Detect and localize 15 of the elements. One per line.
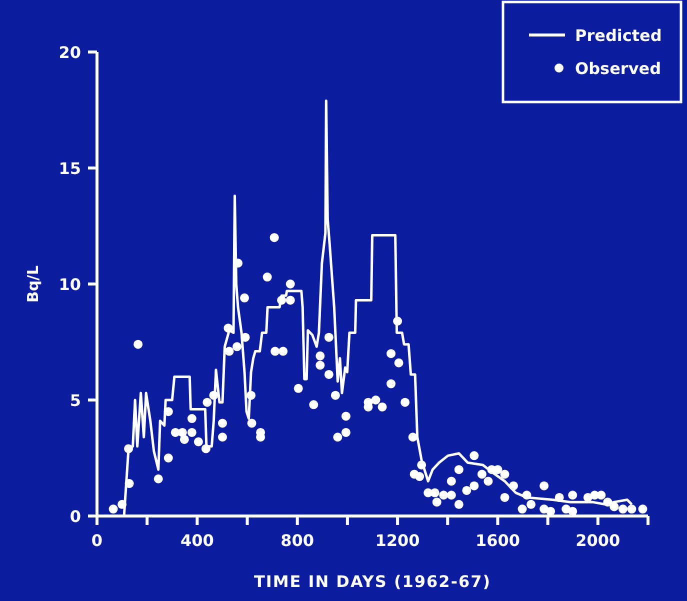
y-tick-label: 0 bbox=[70, 507, 81, 526]
y-axis-title: Bq/L bbox=[24, 264, 42, 303]
x-tick-label: 400 bbox=[180, 531, 214, 550]
x-axis-title: TIME IN DAYS (1962-67) bbox=[254, 572, 492, 591]
x-tick-label: 1200 bbox=[375, 531, 420, 550]
y-tick-label: 15 bbox=[58, 159, 81, 178]
legend-label: Predicted bbox=[575, 26, 662, 45]
x-tick-label: 1600 bbox=[475, 531, 520, 550]
x-tick-label: 2000 bbox=[576, 531, 620, 550]
x-tick-label: 800 bbox=[280, 531, 314, 550]
y-tick-label: 10 bbox=[58, 275, 81, 294]
y-tick-label: 20 bbox=[58, 43, 81, 62]
legend-label: Observed bbox=[575, 59, 662, 78]
y-tick-label: 5 bbox=[70, 391, 81, 410]
x-tick-label: 0 bbox=[91, 531, 103, 550]
